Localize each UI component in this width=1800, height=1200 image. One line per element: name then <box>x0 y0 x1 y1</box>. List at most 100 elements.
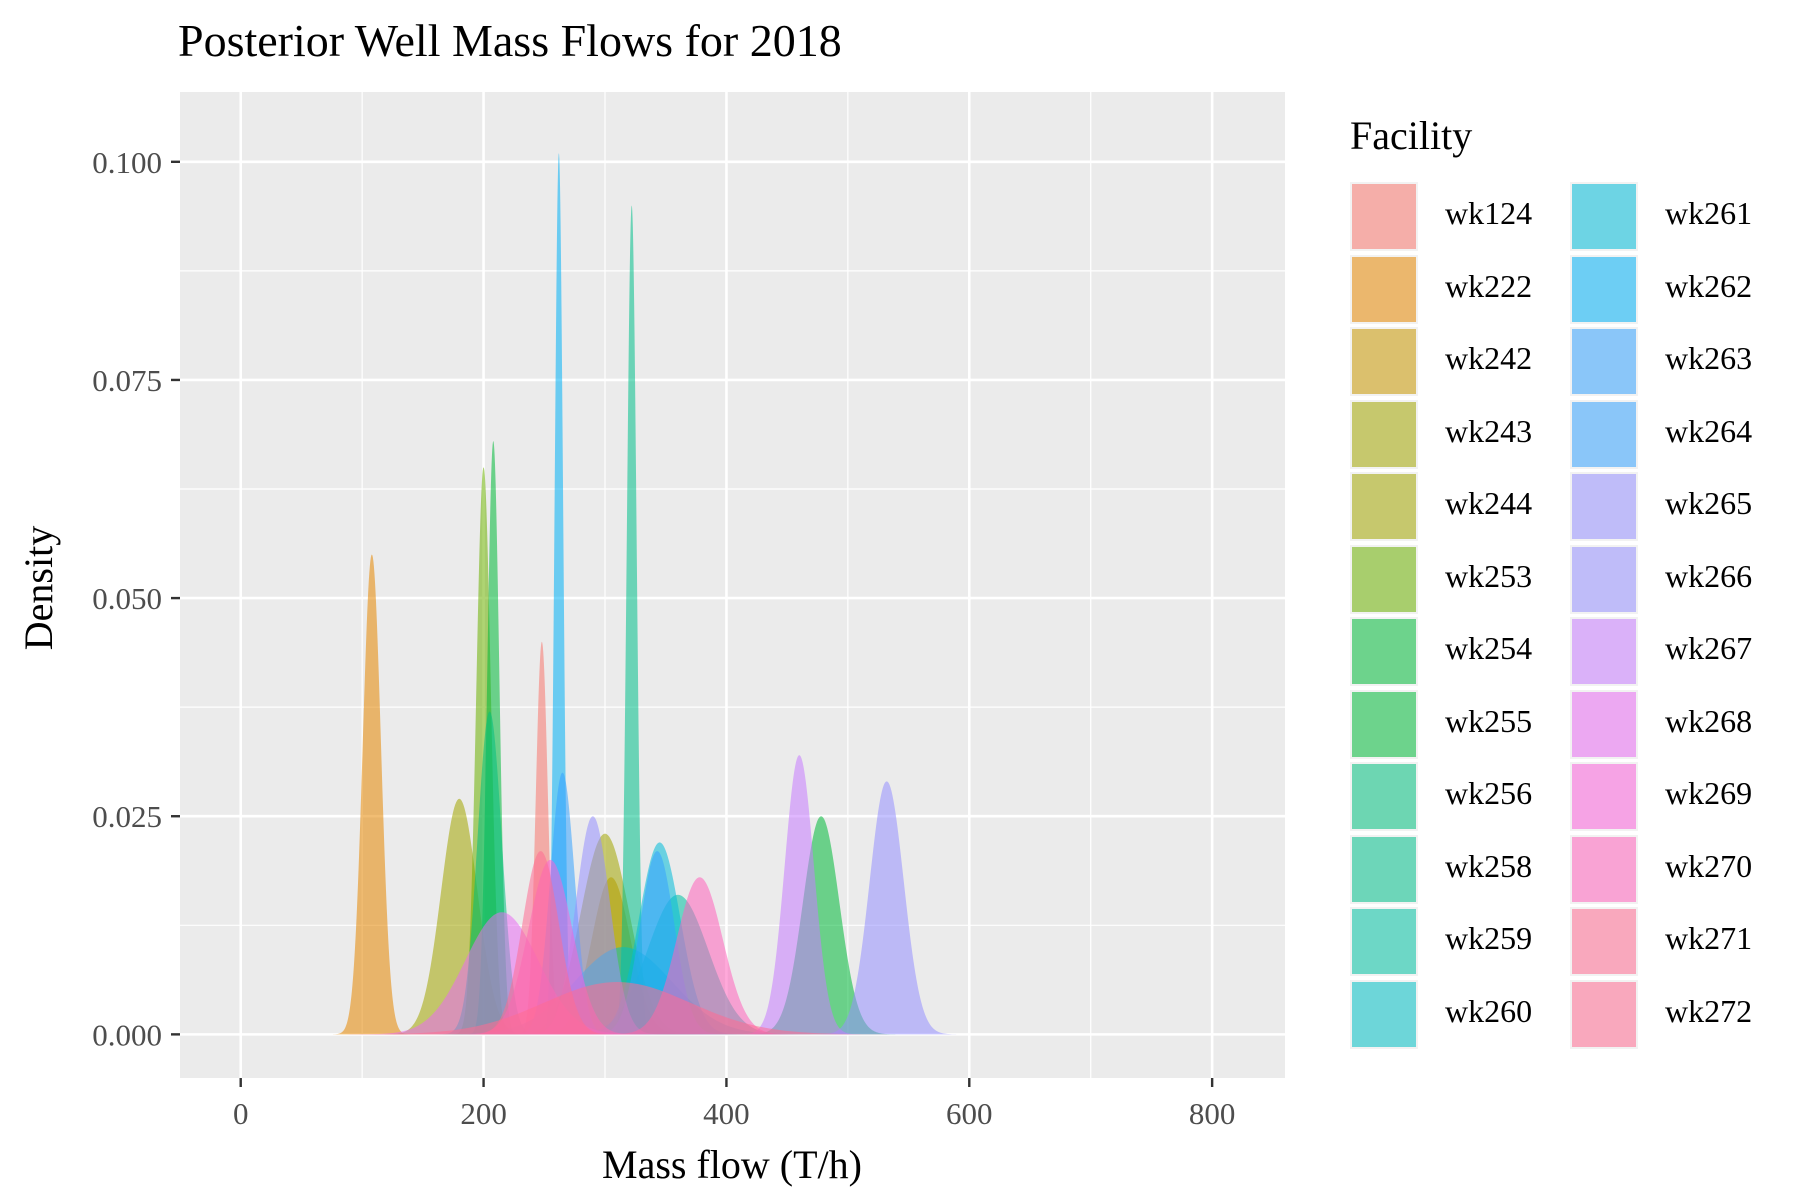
legend-swatch <box>1352 691 1416 757</box>
x-axis-label: Mass flow (T/h) <box>602 1142 862 1187</box>
legend-swatch <box>1572 329 1636 394</box>
legend-label: wk267 <box>1665 630 1753 666</box>
density-area-wk255 <box>739 816 904 1035</box>
legend-swatch <box>1572 691 1636 757</box>
legend-label: wk266 <box>1665 557 1753 594</box>
density-area-wk262 <box>539 153 578 1035</box>
density-area-wk124 <box>514 641 570 1035</box>
density-area-wk258 <box>609 205 654 1035</box>
density-area-wk243 <box>377 798 542 1035</box>
legend-key <box>1350 254 1418 324</box>
y-tick-label: 0.050 <box>92 581 162 616</box>
legend-swatch <box>1352 981 1416 1047</box>
legend-swatch <box>1352 329 1416 394</box>
legend-swatch <box>1352 401 1416 467</box>
legend-key <box>1350 472 1418 541</box>
legend-label: wk254 <box>1445 630 1533 666</box>
legend-key <box>1570 254 1638 324</box>
legend-swatch <box>1572 619 1636 684</box>
legend-key <box>1350 979 1418 1049</box>
legend-key <box>1570 907 1638 976</box>
legend-swatch <box>1352 836 1416 902</box>
legend-key <box>1570 979 1638 1049</box>
legend-key <box>1570 182 1638 251</box>
legend-label: wk272 <box>1665 992 1753 1029</box>
density-area-wk222 <box>330 554 413 1035</box>
density-area-wk270 <box>595 877 804 1035</box>
legend-swatch <box>1352 474 1416 539</box>
y-tick-label: 0.100 <box>92 145 162 180</box>
legend-key <box>1570 327 1638 396</box>
legend-swatch <box>1352 184 1416 249</box>
legend-swatch <box>1352 256 1416 322</box>
legend-label: wk269 <box>1665 775 1753 811</box>
legend-key <box>1350 182 1418 251</box>
density-area-wk265 <box>516 816 670 1035</box>
legend-label: wk256 <box>1445 775 1533 811</box>
legend-label: wk222 <box>1445 267 1533 304</box>
axes: 0 200 400 600 800 0.000 0.025 0.050 0.075 0.100 <box>92 145 1235 1131</box>
legend-swatch <box>1572 546 1636 612</box>
legend-swatch <box>1352 619 1416 684</box>
legend-swatch <box>1572 981 1636 1047</box>
chart-title: Posterior Well Mass Flows for 2018 <box>178 15 842 66</box>
y-tick-label: 0.075 <box>92 363 162 398</box>
legend-swatch <box>1352 546 1416 612</box>
legend-label: wk265 <box>1665 485 1753 521</box>
legend-key <box>1350 327 1418 396</box>
density-area-wk256 <box>435 711 545 1035</box>
legend-label: wk124 <box>1445 195 1533 231</box>
density-area-wk264 <box>580 851 734 1035</box>
legend-key <box>1350 689 1418 759</box>
legend-swatch <box>1572 256 1636 322</box>
legend-key <box>1570 544 1638 614</box>
legend-key <box>1570 689 1638 759</box>
legend-label: wk264 <box>1665 412 1753 449</box>
legend-key <box>1570 472 1638 541</box>
plot-panel <box>180 92 1285 1078</box>
legend-label: wk262 <box>1665 267 1753 304</box>
density-area-wk271 <box>289 982 945 1035</box>
legend-label: wk255 <box>1445 702 1533 739</box>
y-axis-label: Density <box>16 526 61 650</box>
legend-key <box>1350 544 1418 614</box>
legend-swatch <box>1572 401 1636 467</box>
legend-label: wk242 <box>1445 340 1533 376</box>
y-tick-label: 0.025 <box>92 799 162 834</box>
density-area-wk272 <box>458 851 623 1035</box>
legend-key <box>1570 399 1638 469</box>
legend-label: wk268 <box>1665 702 1753 739</box>
legend-key <box>1350 399 1418 469</box>
legend-label: wk244 <box>1445 485 1533 521</box>
legend-swatch <box>1572 184 1636 249</box>
legend-label: wk271 <box>1665 920 1753 956</box>
x-tick-label: 0 <box>233 1096 249 1131</box>
legend-swatch <box>1572 764 1636 829</box>
legend-swatch <box>1352 764 1416 829</box>
legend-label: wk263 <box>1665 340 1753 376</box>
legend-label: wk259 <box>1445 920 1533 956</box>
density-areas <box>289 153 964 1035</box>
legend-label: wk243 <box>1445 412 1533 449</box>
legend-key <box>1350 762 1418 831</box>
density-area-wk267 <box>733 755 865 1035</box>
legend-swatch <box>1352 909 1416 974</box>
legend-key <box>1350 617 1418 686</box>
y-tick-label: 0.000 <box>92 1017 162 1052</box>
legend-key <box>1350 834 1418 904</box>
x-tick-label: 200 <box>460 1096 507 1131</box>
legend-key <box>1570 617 1638 686</box>
legend-label: wk261 <box>1665 195 1753 231</box>
density-area-wk266 <box>810 781 964 1035</box>
legend: Facility wk124 wk222 wk242 wk243 wk244 wk253 w… <box>1350 112 1790 1072</box>
legend-key <box>1570 834 1638 904</box>
legend-label: wk253 <box>1445 557 1533 594</box>
legend-label: wk258 <box>1445 847 1533 884</box>
legend-swatch <box>1572 836 1636 902</box>
density-area-wk268 <box>337 912 666 1035</box>
x-tick-label: 600 <box>946 1096 993 1131</box>
legend-label: wk260 <box>1445 992 1533 1029</box>
legend-label: wk270 <box>1665 847 1753 884</box>
legend-swatch <box>1572 474 1636 539</box>
